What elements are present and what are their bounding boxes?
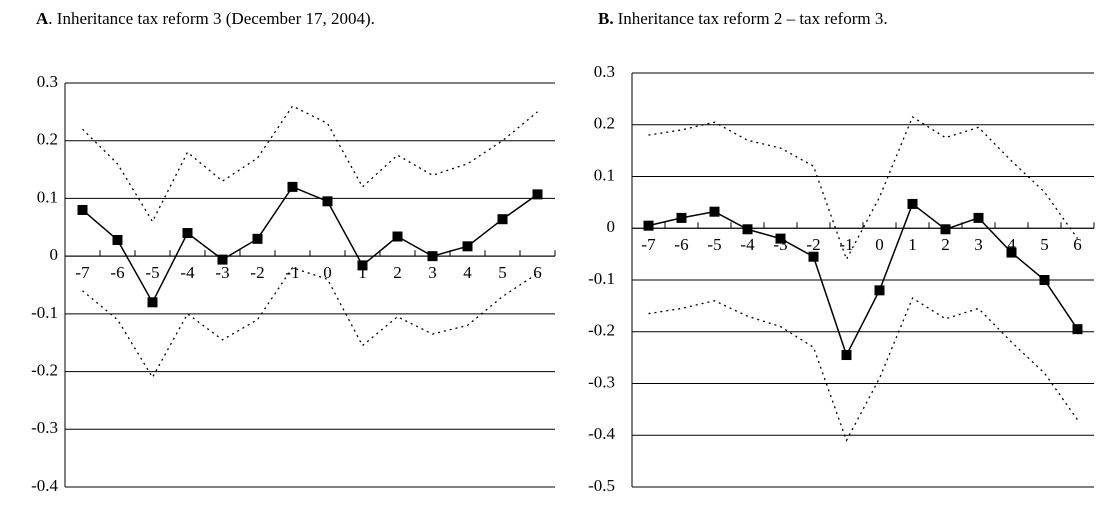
x-tick-label: 1 xyxy=(358,263,367,282)
data-point xyxy=(427,251,438,262)
x-tick-label: -7 xyxy=(641,235,656,254)
y-tick-label: -0.4 xyxy=(31,476,58,495)
data-point xyxy=(940,224,951,235)
data-point xyxy=(973,212,984,223)
y-tick-label: -0.1 xyxy=(31,303,58,322)
x-tick-label: -4 xyxy=(180,263,195,282)
series-line xyxy=(82,105,538,223)
x-tick-label: 3 xyxy=(428,263,437,282)
x-tick-label: 5 xyxy=(498,263,507,282)
data-point xyxy=(775,233,786,244)
data-point xyxy=(462,241,473,252)
y-tick-label: 0 xyxy=(50,245,59,264)
x-tick-label: 2 xyxy=(393,263,402,282)
series-line xyxy=(648,116,1079,261)
data-point xyxy=(742,224,753,235)
data-point xyxy=(1006,247,1017,258)
series-line xyxy=(82,266,538,379)
y-tick-label: 0.1 xyxy=(594,165,615,184)
series-line xyxy=(82,185,538,304)
data-point xyxy=(1072,324,1083,335)
y-tick-label: -0.2 xyxy=(31,360,58,379)
data-point xyxy=(1039,275,1050,285)
x-tick-label: 3 xyxy=(974,235,983,254)
x-tick-label: -2 xyxy=(806,235,820,254)
data-point xyxy=(77,204,88,215)
x-tick-label: 4 xyxy=(1007,235,1016,254)
x-tick-label: -7 xyxy=(75,263,90,282)
y-tick-label: 0.3 xyxy=(594,62,615,81)
x-tick-label: -6 xyxy=(674,235,688,254)
y-tick-label: 0.1 xyxy=(37,187,58,206)
data-point xyxy=(252,233,263,244)
data-point xyxy=(112,234,123,245)
title-text: . Inheritance tax reform 3 (December 17,… xyxy=(48,9,375,28)
y-tick-label: 0.3 xyxy=(37,72,58,91)
data-point xyxy=(322,196,333,207)
x-tick-label: -3 xyxy=(215,263,229,282)
data-point xyxy=(357,260,368,271)
y-tick-label: 0.2 xyxy=(37,130,58,149)
x-tick-label: -5 xyxy=(145,263,159,282)
y-tick-label: 0.2 xyxy=(594,114,615,133)
data-point xyxy=(392,231,403,242)
x-tick-label: 6 xyxy=(533,263,542,282)
panel-title: B. Inheritance tax reform 2 – tax reform … xyxy=(598,9,888,28)
y-tick-label: -0.1 xyxy=(588,269,615,288)
data-point xyxy=(874,285,885,296)
panel-title: A. Inheritance tax reform 3 (December 17… xyxy=(36,9,375,28)
data-point xyxy=(182,228,193,239)
data-point xyxy=(497,214,508,225)
series-line xyxy=(648,202,1079,357)
panel-label: A xyxy=(36,9,49,28)
y-tick-label: -0.3 xyxy=(31,418,58,437)
data-point xyxy=(532,189,543,200)
x-tick-label: 5 xyxy=(1040,235,1049,254)
x-tick-label: 1 xyxy=(908,235,917,254)
series-line xyxy=(648,297,1079,443)
data-point xyxy=(643,220,654,231)
data-point xyxy=(907,198,918,209)
y-tick-label: -0.5 xyxy=(588,476,615,495)
data-point xyxy=(676,212,687,223)
panel-label: B. xyxy=(598,9,614,28)
x-tick-label: 0 xyxy=(323,263,332,282)
data-point xyxy=(841,350,852,361)
data-point xyxy=(287,181,298,192)
y-tick-label: -0.4 xyxy=(588,424,615,443)
y-tick-label: -0.2 xyxy=(588,321,615,340)
x-tick-label: -6 xyxy=(110,263,124,282)
x-tick-label: -1 xyxy=(285,263,299,282)
y-tick-label: -0.3 xyxy=(588,372,615,391)
x-tick-label: -5 xyxy=(707,235,721,254)
x-tick-label: -2 xyxy=(250,263,264,282)
data-point xyxy=(147,297,158,308)
title-text: Inheritance tax reform 2 – tax reform 3. xyxy=(618,9,888,28)
x-tick-label: 0 xyxy=(875,235,884,254)
x-tick-label: 2 xyxy=(941,235,950,254)
x-tick-label: -4 xyxy=(740,235,755,254)
x-tick-label: 4 xyxy=(463,263,472,282)
data-point xyxy=(709,206,720,217)
x-tick-label: 6 xyxy=(1073,235,1082,254)
data-point xyxy=(217,254,228,265)
y-tick-label: 0 xyxy=(607,217,616,236)
data-point xyxy=(808,251,819,262)
